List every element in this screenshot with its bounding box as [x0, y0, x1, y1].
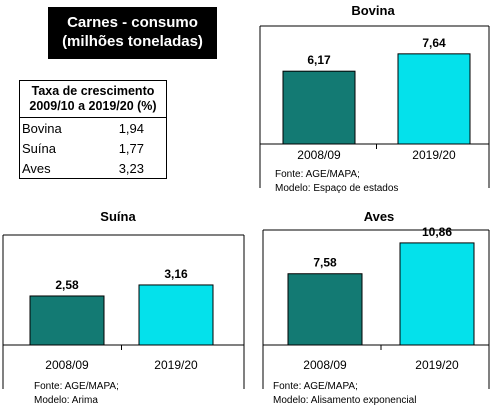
growth-table-header-cell: Taxa de crescimento 2009/10 a 2019/20 (%… — [19, 80, 167, 118]
bar-2019/20 — [397, 53, 471, 145]
data-label: 3,16 — [164, 267, 188, 281]
growth-table-header-line1: Taxa de crescimento — [31, 84, 155, 98]
category-label: 2019/20 — [154, 358, 198, 372]
category-label: 2008/09 — [303, 358, 347, 372]
source-note: Modelo: Alisamento exponencial — [273, 395, 416, 406]
bar-2008/09 — [282, 70, 356, 145]
bar-2019/20 — [138, 284, 214, 346]
page-title: Carnes - consumo (milhões toneladas) — [48, 7, 217, 59]
bar-2008/09 — [29, 295, 105, 346]
data-label: 6,17 — [307, 53, 331, 67]
chart-title: Aves — [364, 209, 395, 224]
row-name: Aves — [22, 161, 51, 176]
source-note: Modelo: Espaço de estados — [275, 183, 398, 194]
growth-table-header: Taxa de crescimento 2009/10 a 2019/20 (%… — [19, 80, 167, 118]
chart-aves: Aves 7,58 2008/09 10,86 2019/20 Fonte: AGE/MA… — [262, 209, 490, 406]
row-value: 1,94 — [118, 121, 144, 136]
source-note: Fonte: AGE/MAPA; — [273, 381, 358, 392]
row-name: Suína — [22, 141, 56, 156]
table-row: Aves 3,23 — [20, 158, 167, 179]
category-label: 2008/09 — [297, 148, 341, 162]
source-note: Fonte: AGE/MAPA; — [275, 169, 360, 180]
bar-2019/20 — [399, 242, 475, 346]
growth-table-header-line2: 2009/10 a 2019/20 (%) — [29, 99, 157, 113]
source-note: Fonte: AGE/MAPA; — [34, 381, 119, 392]
title-line-1: Carnes - consumo — [67, 14, 198, 31]
data-label: 2,58 — [55, 278, 79, 292]
chart-title: Bovina — [351, 3, 395, 18]
data-label: 7,58 — [313, 256, 337, 270]
chart-bovina: Bovina 6,17 2008/09 7,64 2019/20 Fonte: AGE/M… — [259, 3, 490, 194]
row-value: 1,77 — [118, 141, 144, 156]
chart-title: Suína — [100, 209, 136, 224]
bar-2008/09 — [287, 273, 363, 346]
data-label: 10,86 — [422, 225, 452, 239]
data-label: 7,64 — [422, 36, 446, 50]
category-label: 2019/20 — [412, 148, 456, 162]
category-label: 2008/09 — [45, 358, 89, 372]
source-note: Modelo: Arima — [34, 395, 98, 406]
category-label: 2019/20 — [415, 358, 459, 372]
table-row: Suína 1,77 — [20, 138, 167, 158]
growth-rate-table: Taxa de crescimento 2009/10 a 2019/20 (%… — [19, 80, 167, 179]
table-row: Bovina 1,94 — [20, 118, 167, 139]
row-value: 3,23 — [118, 161, 144, 176]
title-line-2: (milhões toneladas) — [62, 33, 203, 50]
chart-suina: Suína 2,58 2008/09 3,16 2019/20 Fonte: AGE/MA… — [2, 209, 245, 406]
row-name: Bovina — [22, 121, 62, 136]
